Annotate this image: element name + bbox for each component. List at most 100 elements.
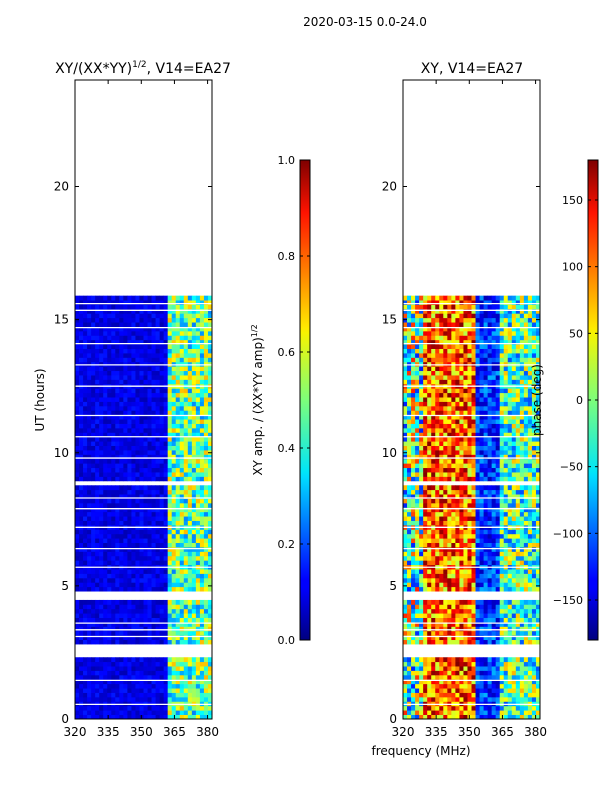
- heatmap-cell: [123, 582, 128, 588]
- heatmap-cell: [531, 714, 537, 720]
- heatmap-cell: [95, 405, 100, 411]
- heatmap-cell: [471, 582, 476, 588]
- heatmap-cell: [403, 502, 408, 508]
- heatmap-cell: [167, 414, 173, 420]
- heatmap-cell: [143, 348, 148, 354]
- heatmap-cell: [83, 705, 88, 711]
- heatmap-cell: [119, 542, 124, 548]
- heatmap-cell: [207, 560, 213, 566]
- heatmap-cell: [195, 326, 201, 332]
- heatmap-cell: [147, 401, 152, 407]
- heatmap-cell: [447, 604, 452, 610]
- heatmap-cell: [443, 608, 448, 614]
- heatmap-cell: [87, 330, 92, 336]
- heatmap-cell: [127, 560, 132, 566]
- heatmap-cell: [439, 674, 444, 680]
- heatmap-cell: [135, 379, 140, 385]
- heatmap-cell: [151, 582, 156, 588]
- heatmap-cell: [127, 339, 132, 345]
- heatmap-cell: [175, 308, 181, 314]
- heatmap-cell: [131, 626, 136, 632]
- heatmap-cell: [523, 679, 529, 685]
- heatmap-cell: [139, 547, 144, 552]
- heatmap-cell: [143, 502, 148, 508]
- heatmap-cell: [107, 313, 112, 319]
- heatmap-cell: [187, 670, 193, 676]
- heatmap-cell: [179, 335, 185, 341]
- heatmap-cell: [139, 401, 144, 407]
- heatmap-cell: [127, 516, 132, 521]
- heatmap-cell: [111, 626, 116, 632]
- heatmap-cell: [451, 485, 456, 491]
- heatmap-cell: [119, 573, 124, 579]
- heatmap-cell: [503, 577, 509, 583]
- heatmap-cell: [139, 516, 144, 521]
- heatmap-cell: [99, 467, 104, 473]
- heatmap-cell: [139, 533, 144, 539]
- heatmap-cell: [475, 639, 480, 645]
- heatmap-cell: [199, 330, 205, 336]
- heatmap-cell: [139, 379, 144, 385]
- heatmap-cell: [459, 577, 464, 583]
- heatmap-cell: [507, 688, 513, 693]
- heatmap-cell: [199, 326, 205, 332]
- heatmap-cell: [103, 423, 108, 429]
- heatmap-cell: [175, 370, 181, 376]
- heatmap-cell: [207, 366, 213, 372]
- heatmap-cell: [91, 604, 96, 610]
- heatmap-cell: [435, 696, 440, 702]
- heatmap-cell: [143, 714, 148, 720]
- heatmap-cell: [199, 308, 205, 314]
- heatmap-cell: [135, 520, 140, 526]
- heatmap-cell: [95, 375, 100, 380]
- heatmap-cell: [91, 300, 96, 305]
- heatmap-cell: [107, 613, 112, 618]
- heatmap-cell: [163, 666, 169, 671]
- heatmap-cell: [515, 714, 521, 720]
- heatmap-cell: [471, 613, 476, 618]
- heatmap-cell: [199, 511, 205, 517]
- heatmap-cell: [135, 454, 140, 460]
- heatmap-cell: [199, 520, 205, 526]
- heatmap-cell: [111, 454, 116, 460]
- heatmap-cell: [195, 370, 201, 376]
- heatmap-cell: [523, 670, 529, 676]
- heatmap-cell: [111, 361, 116, 367]
- heatmap-cell: [91, 423, 96, 429]
- heatmap-cell: [131, 635, 136, 641]
- heatmap-cell: [503, 542, 509, 548]
- heatmap-cell: [95, 361, 100, 367]
- heatmap-cell: [179, 330, 185, 336]
- heatmap-cell: [195, 661, 201, 667]
- heatmap-cell: [83, 529, 88, 535]
- heatmap-cell: [427, 450, 432, 455]
- heatmap-cell: [479, 511, 484, 517]
- heatmap-cell: [115, 388, 120, 394]
- heatmap-cell: [103, 494, 108, 499]
- heatmap-cell: [179, 476, 185, 482]
- heatmap-cell: [511, 507, 517, 513]
- heatmap-cell: [451, 679, 456, 685]
- heatmap-cell: [443, 582, 448, 588]
- heatmap-cell: [83, 573, 88, 579]
- heatmap-cell: [531, 679, 537, 685]
- heatmap-cell: [523, 454, 529, 460]
- heatmap-cell: [83, 308, 88, 314]
- heatmap-cell: [187, 463, 193, 469]
- heatmap-cell: [155, 573, 161, 579]
- heatmap-cell: [123, 516, 128, 521]
- heatmap-cell: [127, 538, 132, 544]
- heatmap-cell: [479, 630, 484, 636]
- heatmap-cell: [435, 714, 440, 720]
- heatmap-cell: [531, 551, 537, 557]
- heatmap-cell: [471, 714, 476, 720]
- heatmap-cell: [87, 688, 92, 693]
- heatmap-cell: [455, 626, 460, 632]
- heatmap-cell: [75, 304, 80, 310]
- heatmap-cell: [527, 489, 533, 495]
- heatmap-cell: [439, 626, 444, 632]
- heatmap-cell: [511, 520, 517, 526]
- heatmap-cell: [455, 560, 460, 566]
- heatmap-cell: [115, 348, 120, 354]
- heatmap-cell: [463, 577, 468, 583]
